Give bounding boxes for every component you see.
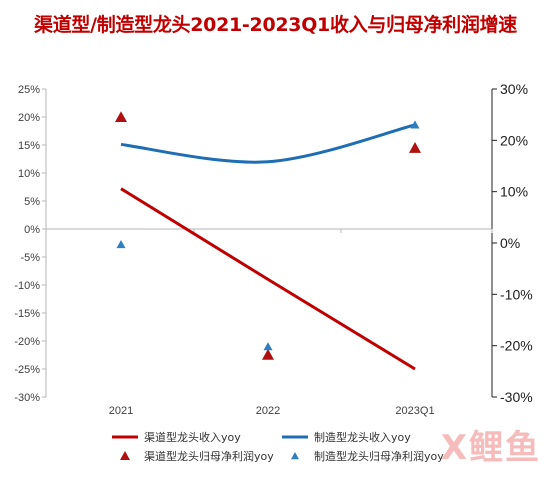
left-tick-label: 10% [18, 168, 40, 180]
left-tick-label: 0% [24, 224, 40, 236]
watermark: X鲤鱼 [440, 428, 541, 468]
right-tick-label: 20% [500, 132, 528, 148]
left-tick-label: 20% [18, 112, 40, 124]
category-label: 2023Q1 [395, 405, 434, 417]
category-label: 2022 [256, 405, 280, 417]
category-label: 2021 [109, 405, 133, 417]
series-marker-3 [410, 120, 420, 129]
chart-title: 渠道型/制造型龙头2021-2023Q1收入与归母净利润增速 [34, 13, 517, 36]
series-marker-2 [409, 142, 421, 153]
left-tick-label: -20% [14, 336, 40, 348]
left-tick-label: -25% [14, 364, 40, 376]
right-tick-label: -30% [500, 389, 533, 405]
legend-swatch-2 [120, 451, 130, 460]
legend-label-1: 制造型龙头收入yoy [314, 430, 411, 444]
left-tick-label: 15% [18, 140, 40, 152]
series-marker-3 [263, 342, 273, 351]
legend-label-2: 渠道型龙头归母净利润yoy [144, 449, 274, 463]
left-tick-label: 5% [24, 196, 40, 208]
right-tick-label: -20% [500, 338, 533, 354]
series-marker-2 [262, 348, 274, 360]
left-tick-label: -5% [20, 252, 40, 264]
series-line-0 [120, 187, 416, 371]
left-tick-label: 25% [18, 84, 40, 96]
series-marker-2 [115, 111, 127, 123]
legend-label-0: 渠道型龙头收入yoy [144, 430, 241, 444]
legend-swatch-3 [291, 452, 299, 460]
left-tick-label: -30% [14, 392, 40, 404]
right-tick-label: 30% [500, 81, 528, 97]
series-marker-3 [116, 240, 126, 249]
left-tick-label: -15% [14, 308, 40, 320]
series-line-1 [120, 123, 416, 164]
right-tick-label: 0% [500, 235, 520, 251]
right-tick-label: 10% [500, 184, 528, 200]
left-tick-label: -10% [14, 280, 40, 292]
legend-label-3: 制造型龙头归母净利润yoy [314, 449, 444, 463]
right-tick-label: -10% [500, 286, 533, 302]
